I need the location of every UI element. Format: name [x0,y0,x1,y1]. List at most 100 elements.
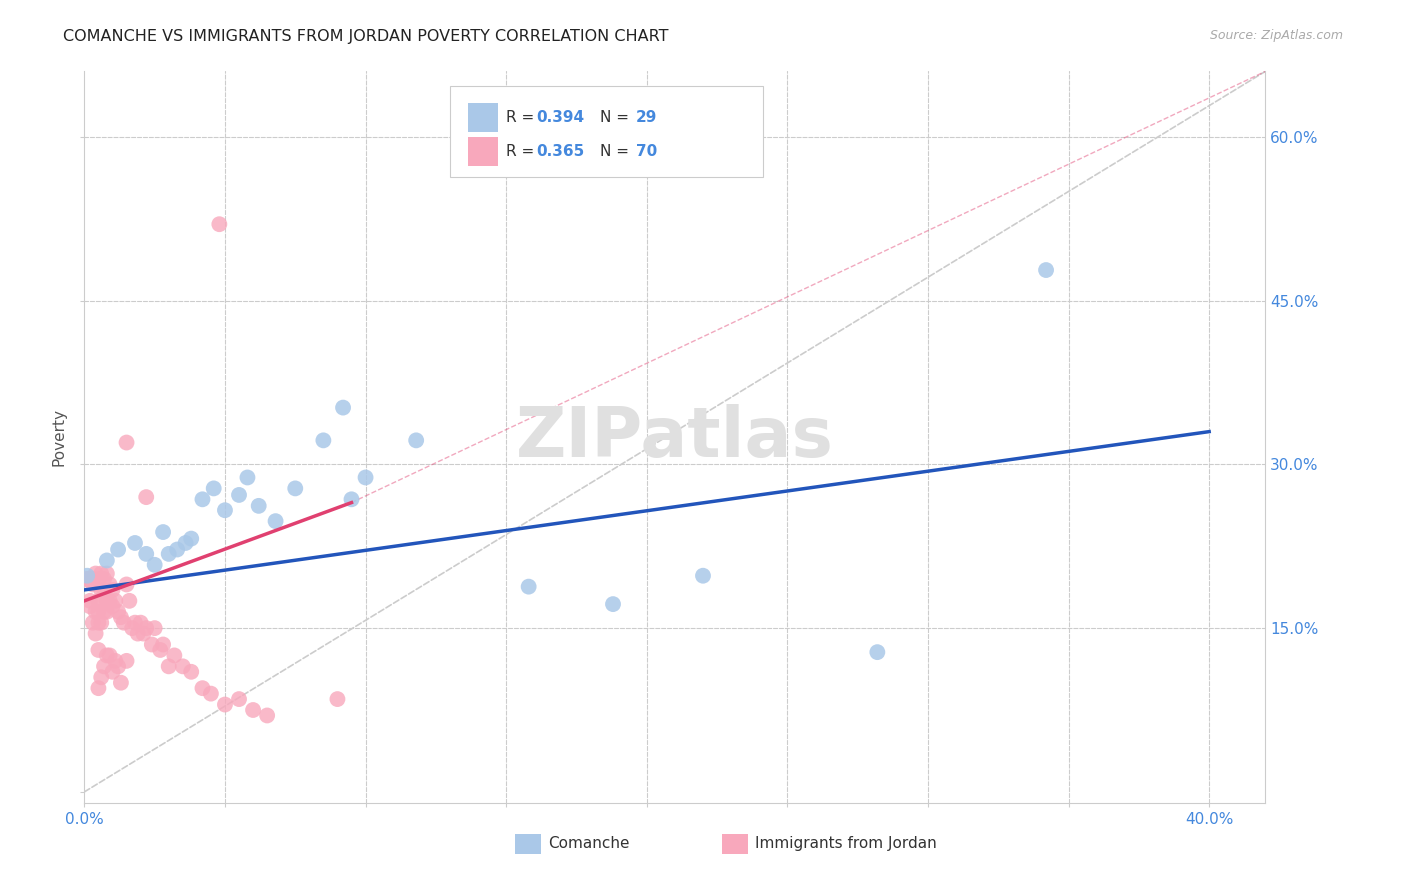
Point [96,553,118,567]
Text: N =: N = [600,110,634,125]
Point [115,435,138,450]
Text: COMANCHE VS IMMIGRANTS FROM JORDAN POVERTY CORRELATION CHART: COMANCHE VS IMMIGRANTS FROM JORDAN POVER… [63,29,669,44]
Point [93,572,115,586]
Point [124,615,146,630]
Point [107,659,129,673]
Point [84,566,107,581]
Point [208,217,231,231]
Point [82,615,104,630]
Point [104,654,127,668]
Point [90,615,112,630]
Point [96,605,118,619]
Point [93,605,115,619]
Point [236,470,259,484]
Point [256,708,278,723]
Point [87,572,110,586]
Point [141,638,163,652]
Point [326,692,349,706]
Point [107,605,129,619]
Point [166,542,188,557]
FancyBboxPatch shape [468,137,498,167]
FancyBboxPatch shape [723,833,748,854]
Point [214,503,236,517]
Point [79,594,101,608]
Y-axis label: Poverty: Poverty [52,408,67,467]
Point [163,648,186,663]
Point [76,572,98,586]
Point [152,524,174,539]
Point [110,675,132,690]
Point [84,605,107,619]
Point [157,659,180,673]
Point [96,566,118,581]
Point [90,594,112,608]
FancyBboxPatch shape [516,833,541,854]
Point [90,670,112,684]
Point [214,698,236,712]
Text: N =: N = [600,145,634,160]
Point [110,610,132,624]
Point [101,582,124,597]
Text: R =: R = [506,145,538,160]
Point [118,594,141,608]
Text: 70: 70 [636,145,657,160]
Point [866,645,889,659]
Point [143,621,166,635]
Point [247,499,270,513]
Point [127,626,149,640]
Point [79,572,101,586]
Point [264,514,287,528]
Point [96,648,118,663]
Text: Comanche: Comanche [548,836,630,851]
Text: 0.365: 0.365 [537,145,585,160]
Point [101,599,124,614]
Point [228,488,250,502]
Point [174,536,197,550]
Text: R =: R = [506,110,538,125]
Point [228,692,250,706]
Point [93,582,115,597]
Point [517,580,540,594]
Point [180,532,202,546]
Point [82,572,104,586]
Point [191,681,214,695]
Point [157,547,180,561]
Point [98,648,121,663]
Point [90,566,112,581]
Point [104,594,127,608]
Point [132,626,155,640]
Point [152,638,174,652]
Point [87,681,110,695]
Point [107,542,129,557]
Point [115,654,138,668]
Point [121,621,143,635]
FancyBboxPatch shape [450,86,763,178]
Text: Source: ZipAtlas.com: Source: ZipAtlas.com [1209,29,1343,42]
Point [354,470,377,484]
Point [98,594,121,608]
Point [135,547,157,561]
Point [340,492,363,507]
Text: 0.394: 0.394 [537,110,585,125]
Point [200,687,222,701]
Point [191,492,214,507]
Point [90,582,112,597]
Point [172,659,194,673]
Point [180,665,202,679]
Point [332,401,354,415]
Point [115,577,138,591]
Point [129,615,152,630]
FancyBboxPatch shape [468,103,498,132]
Point [87,605,110,619]
Text: ZIPatlas: ZIPatlas [516,403,834,471]
Point [202,482,225,496]
Text: 29: 29 [636,110,657,125]
Point [135,621,157,635]
Point [312,434,335,448]
Point [84,626,107,640]
Point [149,643,172,657]
Point [96,594,118,608]
Point [284,482,307,496]
Point [87,615,110,630]
Point [405,434,427,448]
